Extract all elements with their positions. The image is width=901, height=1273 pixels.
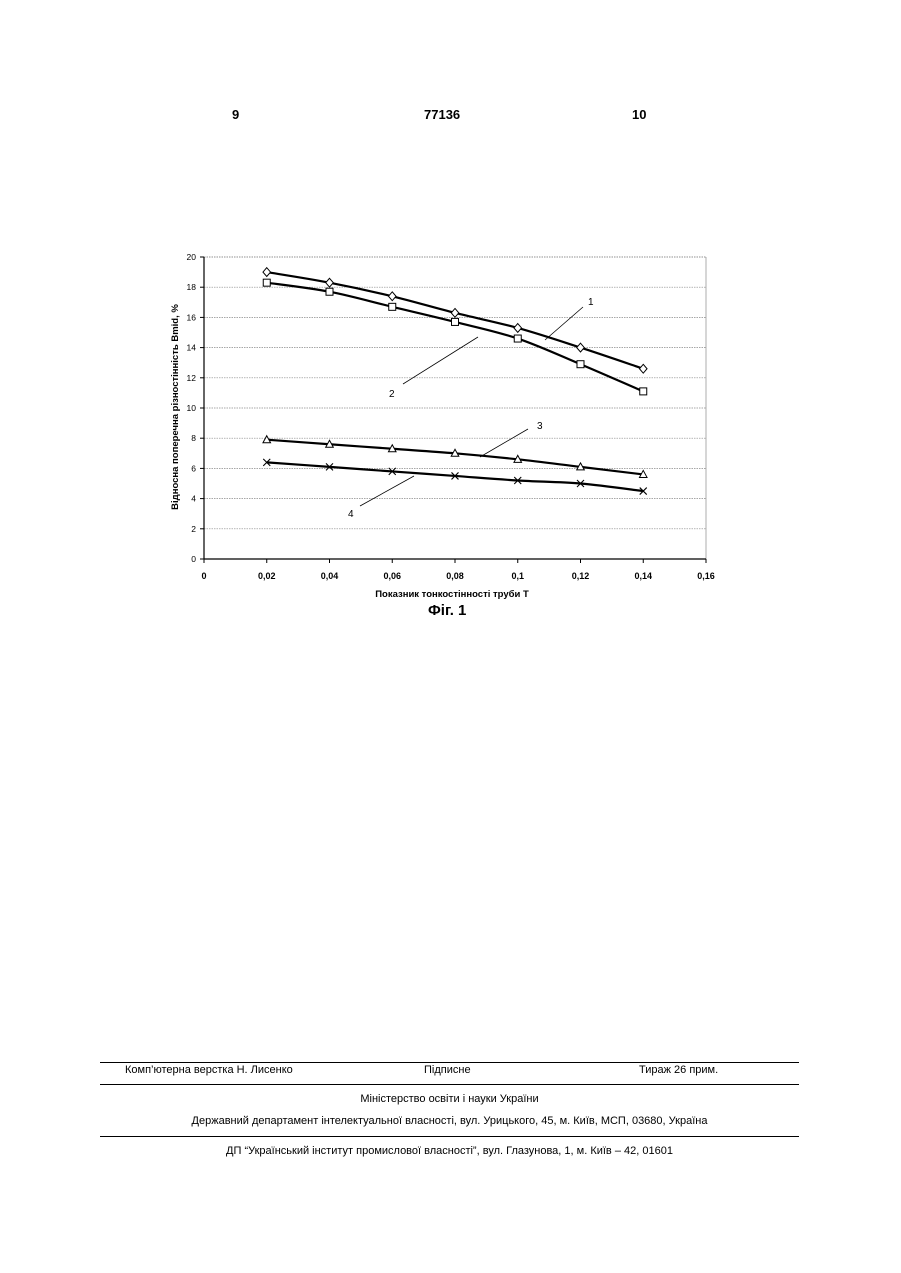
y-tick-label: 20 xyxy=(187,252,197,262)
y-tick-label: 8 xyxy=(191,433,196,443)
series-callouts: 1 2 3 4 xyxy=(348,297,594,520)
x-tick-label: 0,08 xyxy=(446,571,464,581)
series-point xyxy=(388,292,396,301)
series-point xyxy=(577,361,584,368)
series-point xyxy=(639,364,647,373)
series-point xyxy=(263,268,271,277)
callout-line xyxy=(545,307,583,340)
y-axis-label: Відносна поперечна різностінність Bmid, … xyxy=(170,304,181,510)
footer-rule-middle xyxy=(100,1084,799,1085)
y-tick-label: 4 xyxy=(191,494,196,504)
y-tick-label: 12 xyxy=(187,373,197,383)
y-tick-label: 14 xyxy=(187,343,197,353)
footer-department: Державний департамент інтелектуальної вл… xyxy=(100,1115,799,1127)
y-tick-label: 6 xyxy=(191,463,196,473)
series-point xyxy=(577,343,585,352)
y-tick-label: 10 xyxy=(187,403,197,413)
x-tick-label: 0,14 xyxy=(634,571,652,581)
series-line xyxy=(267,440,644,475)
series-point xyxy=(263,279,270,286)
x-tick-label: 0,12 xyxy=(572,571,590,581)
footer-ministry: Міністерство освіти і науки України xyxy=(100,1093,799,1105)
series-line xyxy=(267,283,644,392)
callout-line xyxy=(360,476,414,506)
series-4 xyxy=(263,459,647,495)
callout-line xyxy=(480,429,528,457)
chart-axes: 0246810121416182000,020,040,060,080,10,1… xyxy=(187,252,715,581)
footer-rule-top xyxy=(100,1062,799,1063)
chart-grid xyxy=(204,257,706,559)
series-3 xyxy=(263,436,647,478)
x-tick-label: 0 xyxy=(201,571,206,581)
y-tick-label: 18 xyxy=(187,282,197,292)
series-point xyxy=(326,278,334,287)
series-label: 2 xyxy=(389,389,395,400)
y-tick-label: 16 xyxy=(187,312,197,322)
series-point xyxy=(640,388,647,395)
series-point xyxy=(451,308,459,317)
series-point xyxy=(326,288,333,295)
footer-circulation: Тираж 26 прим. xyxy=(639,1064,718,1076)
x-tick-label: 0,02 xyxy=(258,571,276,581)
x-tick-label: 0,16 xyxy=(697,571,715,581)
figure-caption: Фіг. 1 xyxy=(428,602,466,619)
footer-layout-credit: Комп’ютерна верстка Н. Лисенко xyxy=(125,1064,293,1076)
x-tick-label: 0,1 xyxy=(511,571,524,581)
y-tick-label: 0 xyxy=(191,554,196,564)
series-point xyxy=(514,335,521,342)
x-axis-label: Показник тонкостінності труби T xyxy=(375,589,529,600)
footer-rule-bottom xyxy=(100,1136,799,1137)
series-point xyxy=(514,324,522,333)
x-tick-label: 0,04 xyxy=(321,571,339,581)
series-label: 1 xyxy=(588,297,594,308)
footer-institute: ДП “Український інститут промислової вла… xyxy=(100,1145,799,1157)
y-tick-label: 2 xyxy=(191,524,196,534)
x-tick-label: 0,06 xyxy=(383,571,401,581)
callout-line xyxy=(403,337,478,384)
line-chart: 0246810121416182000,020,040,060,080,10,1… xyxy=(0,0,901,640)
footer-signed: Підписне xyxy=(424,1064,471,1076)
series-label: 3 xyxy=(537,421,543,432)
series-point xyxy=(389,303,396,310)
series-point xyxy=(452,318,459,325)
series-label: 4 xyxy=(348,509,354,520)
